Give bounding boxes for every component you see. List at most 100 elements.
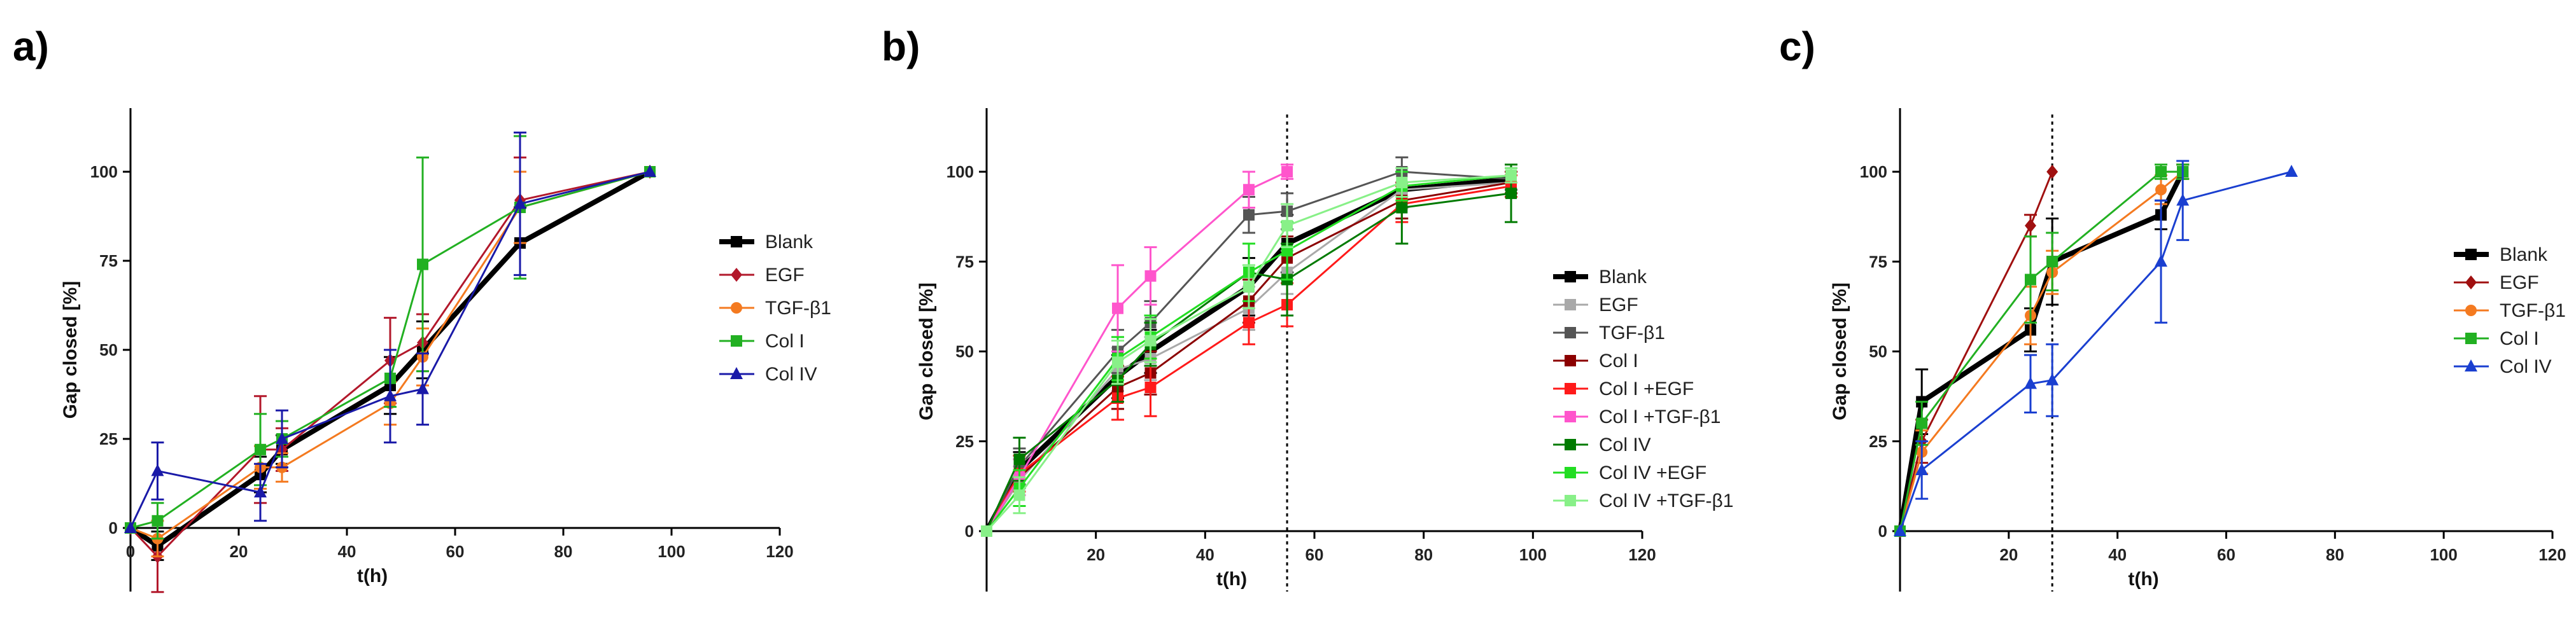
data-point [1396, 202, 1408, 214]
series-line [984, 176, 1512, 532]
chart-panel-c: c) 0 25 50 75 100 20 40 60 80 100 120 t(h) Gap closed… [1779, 24, 2566, 592]
x-tick-label: 120 [1628, 545, 1656, 564]
data-point [2176, 193, 2190, 206]
data-point [1243, 184, 1255, 196]
data-point [1396, 176, 1408, 188]
legend-swatch-marker [1565, 439, 1576, 450]
x-tick-label: 80 [554, 542, 573, 561]
y-axis-label: Gap closed [%] [916, 282, 937, 420]
legend-swatch-marker [2465, 305, 2477, 316]
legend-label: Col I [1599, 350, 1638, 371]
legend-swatch-marker [2465, 249, 2477, 260]
x-tick-label: 80 [1414, 545, 1433, 564]
series-line [129, 170, 651, 558]
legend-label: Blank [1599, 267, 1647, 288]
x-tick-label: 0 [126, 542, 135, 561]
series-line [130, 170, 651, 529]
x-tick-label: 120 [2538, 545, 2566, 564]
data-point [1505, 187, 1517, 199]
legend-label: Col I +TGF-β1 [1599, 406, 1721, 427]
series-line [985, 181, 1512, 532]
series-col-iv [124, 131, 656, 533]
data-point [2025, 218, 2036, 233]
chart-panel-a: a) 0 25 50 75 100 0 20 40 60 80 100 120 t(h) Gap close… [13, 24, 831, 593]
legend-swatch-marker [2465, 359, 2477, 371]
data-point [1281, 166, 1293, 177]
y-tick-label: 0 [1878, 522, 1887, 541]
data-point [644, 165, 656, 177]
x-tick-label: 40 [1196, 545, 1214, 564]
legend-swatch-marker [2465, 333, 2477, 344]
legend-swatch-marker [1565, 383, 1576, 394]
y-tick-label: 25 [955, 432, 974, 451]
series-line [1899, 171, 2053, 532]
legend-label: TGF-β1 [765, 298, 831, 319]
y-axis-label: Gap closed [%] [1829, 282, 1850, 420]
legend-swatch-marker [731, 268, 742, 282]
x-tick-label: 20 [1999, 545, 2018, 564]
y-tick-label: 75 [1869, 252, 1887, 271]
x-tick-label: 120 [766, 542, 793, 561]
legend-label: Col IV [1599, 434, 1651, 455]
data-point [124, 521, 137, 533]
data-point [1916, 417, 1928, 429]
data-point [1013, 454, 1025, 465]
x-tick-label: 100 [2430, 545, 2457, 564]
legend-swatch-marker [731, 302, 742, 314]
data-point [2046, 165, 2059, 179]
series-line [985, 174, 1512, 532]
series-col-iv [1894, 160, 2298, 536]
legend-swatch-marker [731, 335, 742, 347]
legend-swatch-marker [730, 367, 743, 379]
y-tick-label: 100 [90, 162, 118, 181]
data-point [1243, 209, 1255, 221]
x-axis-label: t(h) [2128, 569, 2158, 590]
data-point [2155, 166, 2167, 177]
y-tick-label: 25 [1869, 432, 1887, 451]
chart-panel-b: b) 0 25 50 75 100 20 40 60 80 100 120 t(h) Gap closed… [882, 24, 1733, 592]
y-tick-label: 0 [965, 522, 974, 541]
y-tick-label: 75 [955, 252, 974, 271]
legend: Blank EGF TGF-β1 Col I Col IV [2454, 244, 2566, 377]
x-tick-label: 80 [2326, 545, 2344, 564]
x-tick-label: 20 [1087, 545, 1105, 564]
legend-swatch-marker [2465, 275, 2477, 289]
series-line [129, 170, 651, 529]
x-axis-label: t(h) [357, 565, 388, 586]
data-point [1112, 356, 1123, 368]
series-line [1897, 170, 2185, 532]
x-tick-label: 100 [658, 542, 685, 561]
legend-label: EGF [2500, 272, 2539, 293]
panel-label: b) [882, 24, 920, 69]
x-tick-label: 40 [2108, 545, 2127, 564]
y-tick-label: 50 [99, 340, 118, 359]
data-point [416, 382, 429, 394]
x-tick-label: 20 [230, 542, 248, 561]
data-point [514, 197, 526, 209]
panel-label: c) [1779, 24, 1815, 69]
y-tick-label: 100 [1860, 162, 1887, 181]
legend-label: Blank [765, 232, 813, 253]
series-col-iv-tgf-1 [981, 167, 1517, 537]
x-tick-label: 60 [446, 542, 465, 561]
y-tick-label: 0 [109, 518, 118, 537]
data-point [2285, 165, 2298, 177]
legend-label: Col I [765, 331, 805, 352]
legend-label: TGF-β1 [2500, 300, 2566, 321]
legend-label: Col IV +TGF-β1 [1599, 490, 1733, 511]
data-point [2025, 274, 2036, 286]
series-tgf-1 [981, 156, 1517, 537]
x-tick-label: 60 [2217, 545, 2235, 564]
y-tick-label: 50 [955, 342, 974, 361]
series-line [130, 170, 651, 540]
series-line [985, 192, 1512, 532]
data-point [2046, 256, 2059, 268]
legend-swatch-marker [1565, 327, 1576, 338]
series-line [985, 185, 1512, 532]
legend-swatch-marker [1565, 355, 1576, 366]
data-point [1915, 462, 1929, 475]
legend-label: EGF [1599, 295, 1638, 316]
legend: Blank EGF TGF-β1 Col I Col I +EGF Col I +TGF-… [1553, 267, 1733, 511]
y-tick-label: 75 [99, 251, 118, 270]
data-point [1144, 335, 1157, 347]
